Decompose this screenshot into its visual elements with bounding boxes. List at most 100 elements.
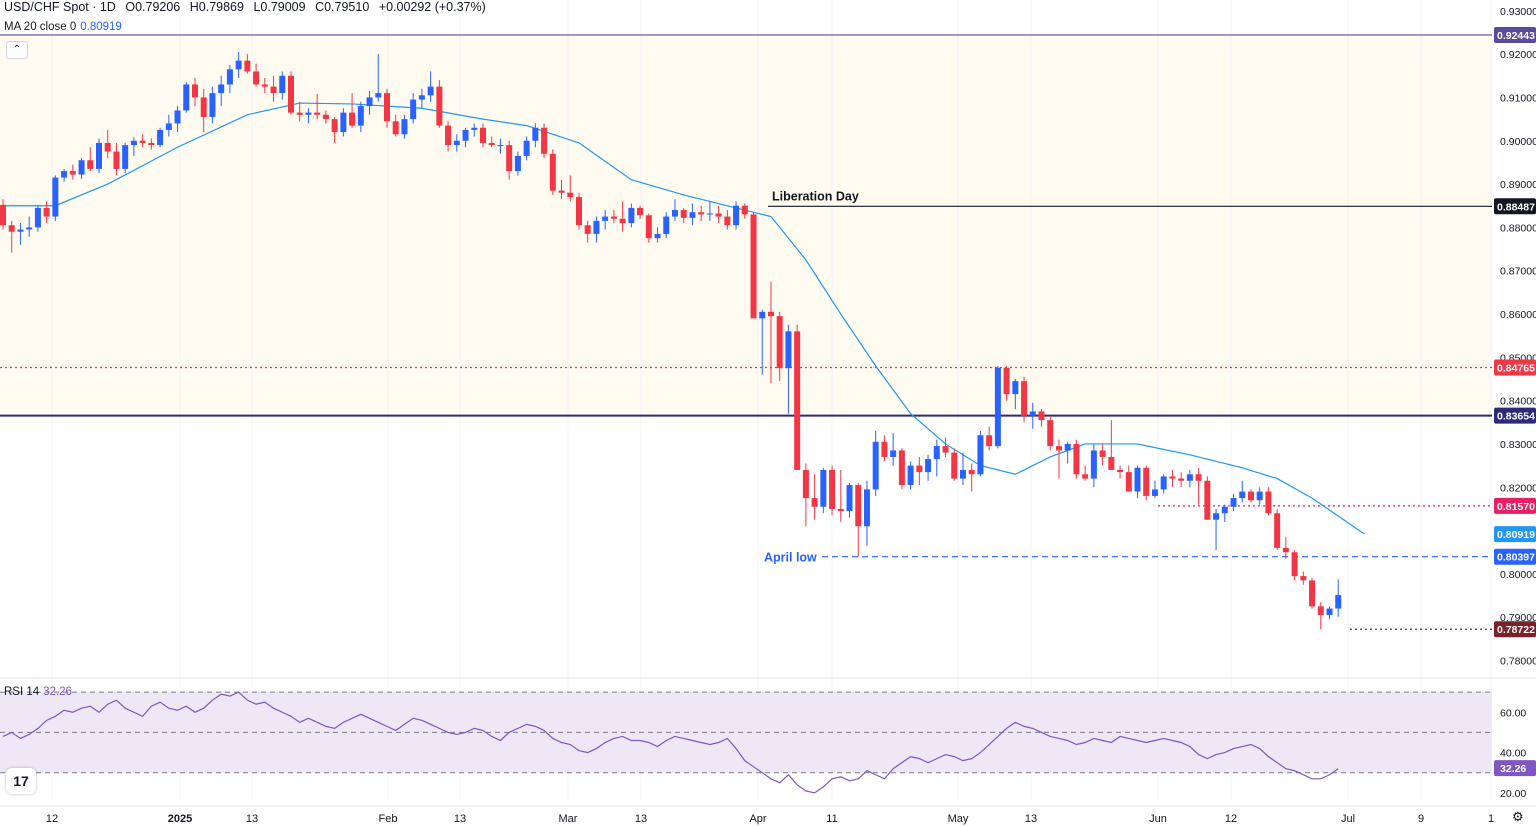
candle-body	[218, 84, 225, 94]
candle-body	[698, 212, 705, 215]
candle-body	[87, 160, 94, 169]
candle-body	[1221, 506, 1228, 514]
candle-body	[340, 112, 347, 133]
candle-body	[741, 205, 748, 215]
candle-body	[1117, 469, 1124, 473]
candle-body	[1282, 547, 1289, 553]
candle-body	[34, 207, 41, 228]
time-tick-label: 11	[826, 813, 837, 825]
candle-body	[174, 110, 181, 124]
candle-body	[104, 142, 111, 152]
candle-body	[305, 112, 312, 115]
candle-body	[1064, 443, 1071, 451]
candle-body	[296, 112, 303, 115]
candle-body	[287, 75, 294, 113]
price-tick-label: 0.89000	[1500, 179, 1536, 191]
candle-body	[1047, 420, 1054, 447]
high-label: H	[189, 0, 199, 14]
candle-body	[1125, 472, 1132, 492]
low-label: L	[253, 0, 261, 14]
tradingview-logo-icon[interactable]: 17	[6, 768, 36, 794]
candle-body	[610, 216, 617, 219]
candle-body	[95, 142, 102, 169]
candle-body	[401, 119, 408, 135]
symbol-title[interactable]: USD/CHF Spot · 1D	[4, 0, 116, 14]
time-tick-label: 13	[246, 813, 258, 825]
candle-body	[488, 142, 495, 146]
chevron-up-icon[interactable]: ⌃	[6, 41, 28, 59]
candle-body	[654, 233, 661, 239]
candle-body	[1099, 450, 1106, 457]
rsi-tick-label: 60.00	[1500, 707, 1526, 719]
candle-body	[1213, 513, 1220, 520]
rsi-value-badge	[1494, 760, 1536, 777]
candle-body	[279, 75, 286, 94]
price-level-badge	[1494, 407, 1536, 424]
candle-body	[637, 207, 644, 216]
candle-body	[925, 459, 932, 473]
rsi-line	[2, 691, 1339, 794]
price-level-label: 0.84765	[1497, 363, 1535, 375]
candle-body	[392, 121, 399, 135]
price-tick-label: 0.84000	[1500, 396, 1536, 408]
candle-body	[1090, 450, 1097, 479]
gear-icon[interactable]: ⚙	[1512, 809, 1524, 824]
candle-body	[349, 112, 356, 126]
candle-body	[270, 86, 277, 94]
close-label: C	[315, 0, 325, 14]
candle-body	[811, 498, 818, 507]
time-tick-label: 2025	[168, 813, 192, 825]
candle-body	[427, 86, 434, 96]
candle-body	[942, 446, 949, 453]
price-tick-label: 0.91000	[1500, 92, 1536, 104]
annotation-label: Liberation Day	[772, 189, 859, 203]
candle-body	[767, 311, 774, 317]
candle-body	[846, 485, 853, 512]
time-tick-label: 13	[1025, 813, 1037, 825]
candle-body	[113, 151, 120, 169]
candle-body	[715, 213, 722, 217]
candle-body	[1143, 467, 1150, 496]
candle-body	[584, 225, 591, 234]
price-level-label: 0.83654	[1497, 411, 1535, 423]
candle-body	[1291, 552, 1298, 577]
candle-body	[1134, 467, 1141, 492]
candle-body	[418, 95, 425, 100]
candle-body	[575, 197, 582, 226]
range-shading	[0, 34, 1492, 416]
candle-body	[907, 465, 914, 486]
candle-body	[1038, 411, 1045, 421]
candle-body	[1055, 446, 1062, 451]
candle-body	[689, 212, 696, 218]
candle-body	[1073, 443, 1080, 475]
candle-body	[1012, 381, 1019, 395]
candle-body	[1247, 491, 1254, 501]
candle-body	[951, 452, 958, 479]
price-tick-label: 0.90000	[1500, 136, 1536, 148]
candle-body	[139, 140, 146, 143]
candle-body	[724, 216, 731, 226]
price-tick-label: 0.82000	[1500, 482, 1536, 494]
price-tick-label: 0.87000	[1500, 266, 1536, 278]
ma-legend[interactable]: MA 20 close 0 0.80919	[4, 21, 122, 33]
candle-body	[1300, 576, 1307, 581]
candle-body	[1178, 478, 1185, 481]
rsi-legend[interactable]: RSI 14 32.26	[4, 686, 72, 698]
candle-body	[532, 127, 539, 141]
candle-body	[410, 99, 417, 120]
price-level-label: 0.80397	[1497, 552, 1535, 564]
candle-body	[1335, 595, 1342, 609]
price-tick-label: 0.79000	[1500, 612, 1536, 624]
candle-body	[645, 215, 652, 239]
candle-body	[1265, 491, 1272, 514]
candle-body	[776, 316, 783, 369]
candle-body	[1256, 491, 1263, 501]
candle-body	[663, 216, 670, 234]
time-tick-label: 1	[1488, 813, 1494, 825]
candle-body	[628, 207, 635, 224]
time-tick-label: Jul	[1341, 813, 1355, 825]
candle-body	[8, 225, 15, 232]
candle-body	[837, 508, 844, 512]
open-label: O	[125, 0, 136, 14]
